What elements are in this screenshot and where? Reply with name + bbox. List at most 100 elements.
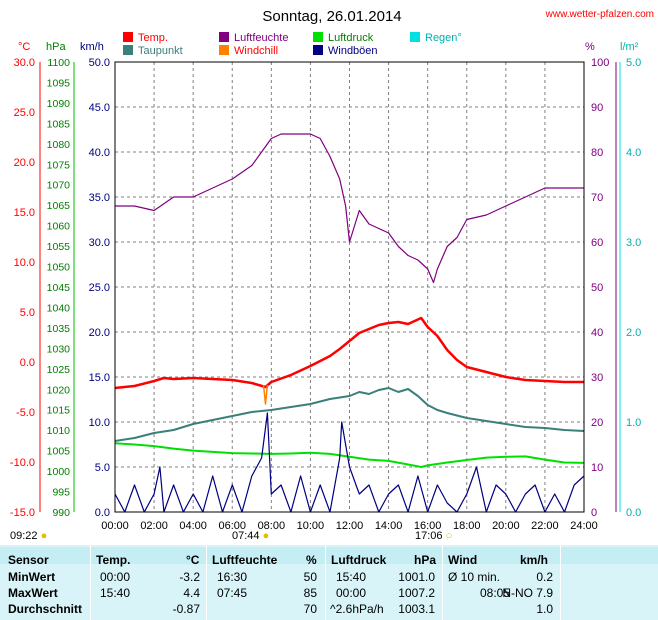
- pressure-tick-label: 1030: [47, 343, 71, 355]
- stats-pres-max-time: 00:00: [336, 586, 367, 600]
- x-tick-label: 04:00: [179, 520, 207, 532]
- stats-header-sensor: Sensor: [8, 553, 49, 567]
- stats-hum-min: 50: [303, 570, 317, 584]
- wind-tick-label: 10.0: [89, 417, 110, 429]
- weather-chart: Sonntag, 26.01.2014 www.wetter-pfalzen.c…: [9, 8, 654, 532]
- pressure-tick-label: 1035: [47, 323, 71, 335]
- temp-tick-label: -5.0: [16, 407, 35, 419]
- stats-pres-avg: 1003.1: [398, 602, 435, 616]
- temp-tick-label: 30.0: [14, 57, 35, 69]
- x-tick-label: 10:00: [297, 520, 325, 532]
- x-tick-label: 00:00: [101, 520, 129, 532]
- x-tick-label: 08:00: [258, 520, 286, 532]
- rain-tick-label: 3.0: [626, 237, 641, 249]
- stats-table: Sensor Temp. °C Luftfeuchte % Luftdruck …: [0, 545, 658, 620]
- legend-swatch-temp: [123, 32, 133, 42]
- unit-temp: °C: [18, 41, 30, 53]
- pressure-tick-label: 1065: [47, 200, 71, 212]
- plot-frame: [114, 61, 585, 513]
- stats-header-pressure: Luftdruck: [331, 553, 387, 567]
- stats-header-row: [0, 547, 658, 564]
- humidity-tick-label: 70: [591, 192, 603, 204]
- stats-row-label: Durchschnitt: [8, 602, 83, 616]
- x-tick-label: 06:00: [218, 520, 246, 532]
- stats-header-pressure-unit: hPa: [414, 553, 437, 567]
- wind-tick-label: 50.0: [89, 57, 110, 69]
- stats-wind-min: 0.2: [536, 570, 553, 584]
- wind-tick-label: 25.0: [89, 282, 110, 294]
- stats-wind-avg: 1.0: [536, 602, 553, 616]
- stats-header-temp: Temp.: [96, 553, 131, 567]
- stats-pres-max: 1007.2: [398, 586, 435, 600]
- stats-hum-min-time: 16:30: [217, 570, 248, 584]
- stats-temp-min-time: 00:00: [100, 570, 131, 584]
- humidity-tick-label: 90: [591, 102, 603, 114]
- stats-header-wind-unit: km/h: [520, 553, 549, 567]
- temp-tick-label: 10.0: [14, 257, 35, 269]
- stats-temp-avg: -0.87: [172, 602, 200, 616]
- stats-wind-min-time: Ø 10 min.: [448, 570, 501, 584]
- stats-temp-max-time: 15:40: [100, 586, 131, 600]
- rain-tick-label: 4.0: [626, 147, 641, 159]
- pressure-tick-label: 1070: [47, 180, 71, 192]
- series-line-taupunkt: [114, 387, 585, 442]
- legend-swatch-pressure: [313, 32, 323, 42]
- humidity-tick-label: 40: [591, 327, 603, 339]
- wind-tick-label: 5.0: [95, 462, 110, 474]
- stats-wind-max: N-NO 7.9: [502, 586, 553, 600]
- pressure-tick-label: 1060: [47, 221, 71, 233]
- stats-wind-max-time: 08:05: [480, 586, 511, 600]
- stats-header-temp-unit: °C: [186, 553, 200, 567]
- chart-title: Sonntag, 26.01.2014: [262, 8, 401, 25]
- humidity-tick-label: 100: [591, 57, 609, 69]
- temp-tick-label: 25.0: [14, 107, 35, 119]
- series-line-luftdruck: [114, 442, 585, 468]
- stats-hum-avg: 70: [303, 602, 317, 616]
- pressure-tick-label: 1045: [47, 282, 71, 294]
- wind-tick-label: 0.0: [95, 507, 110, 519]
- humidity-tick-label: 80: [591, 147, 603, 159]
- left-time: 09:22 ●: [10, 530, 47, 542]
- sunrise-label: 07:44: [232, 530, 260, 542]
- legend-label-windchill: Windchill: [234, 45, 278, 57]
- pressure-tick-label: 1080: [47, 139, 71, 151]
- legend-label-rain: Regen°: [425, 32, 462, 44]
- pressure-tick-label: 1090: [47, 98, 71, 110]
- axis-ticks: 00:00 02:00 04:00 06:00 08:00 10:00 12:00 14:00…: [10, 57, 641, 532]
- humidity-tick-label: 0: [591, 507, 597, 519]
- temp-tick-label: -10.0: [10, 457, 35, 469]
- stats-row-label: MinWert: [8, 570, 56, 584]
- stats-header-humidity: Luftfeuchte: [212, 553, 278, 567]
- pressure-tick-label: 1050: [47, 262, 71, 274]
- legend-swatch-gust: [313, 45, 323, 55]
- stats-row-label: MaxWert: [8, 586, 58, 600]
- wind-tick-label: 15.0: [89, 372, 110, 384]
- series-line-temp: [114, 316, 584, 390]
- pressure-tick-label: 1075: [47, 159, 71, 171]
- series-group: [114, 133, 585, 513]
- rain-tick-label: 1.0: [626, 417, 641, 429]
- stats-temp-max: 4.4: [183, 586, 200, 600]
- sunrise-marker: 07:44 ●: [232, 530, 269, 542]
- unit-pressure: hPa: [46, 41, 66, 53]
- series-line-windb-en: [114, 412, 585, 513]
- stats-header-wind: Wind: [448, 553, 478, 567]
- pressure-tick-label: 990: [52, 507, 70, 519]
- rain-tick-label: 2.0: [626, 327, 641, 339]
- wind-tick-label: 45.0: [89, 102, 110, 114]
- pressure-tick-label: 1010: [47, 425, 71, 437]
- pressure-tick-label: 1015: [47, 405, 71, 417]
- temp-tick-label: 15.0: [14, 207, 35, 219]
- x-tick-label: 20:00: [492, 520, 520, 532]
- humidity-tick-label: 30: [591, 372, 603, 384]
- pressure-tick-label: 1020: [47, 384, 71, 396]
- pressure-tick-label: 1100: [47, 57, 70, 69]
- sunrise-icon: ●: [262, 530, 270, 542]
- left-time-label: 09:22: [10, 530, 38, 542]
- x-tick-label: 12:00: [336, 520, 364, 532]
- temp-tick-label: 20.0: [14, 157, 35, 169]
- pressure-tick-label: 1095: [47, 77, 71, 89]
- x-tick-label: 14:00: [375, 520, 403, 532]
- wind-tick-label: 35.0: [89, 192, 110, 204]
- stats-pres-min: 1001.0: [398, 570, 435, 584]
